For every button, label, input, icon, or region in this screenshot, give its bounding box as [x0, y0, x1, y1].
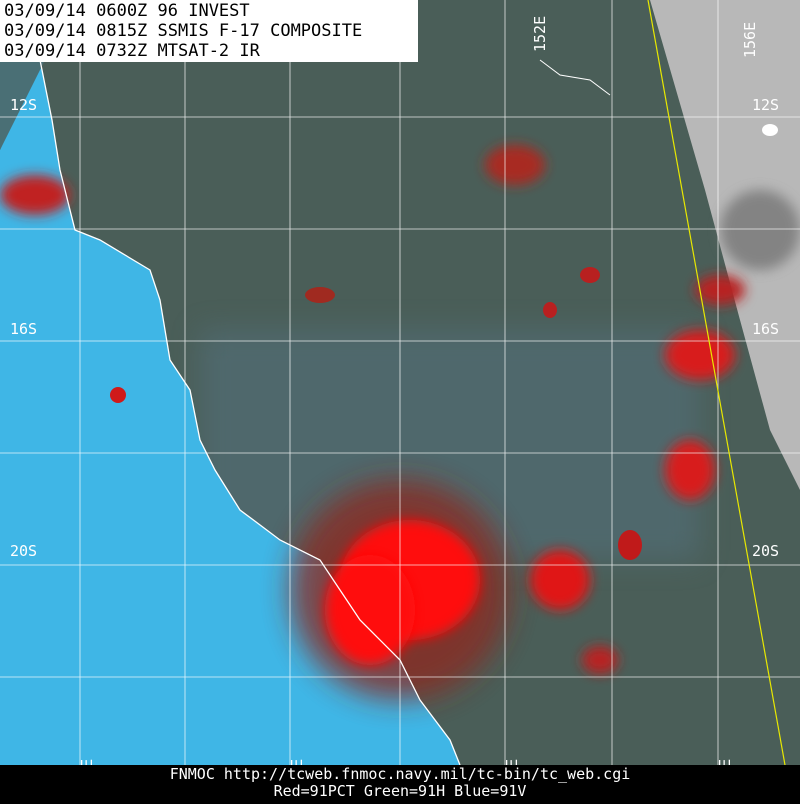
lat-label: 20S [752, 542, 779, 560]
lon-label: 152E [531, 16, 549, 52]
convection-core [325, 555, 415, 665]
lat-label: 20S [10, 542, 37, 560]
land-area [0, 60, 460, 765]
convection-core [110, 387, 126, 403]
lat-label: 12S [752, 96, 779, 114]
header-line: 03/09/14 0600Z 96 INVEST [4, 1, 250, 21]
convection-core [665, 330, 735, 380]
footer-line: Red=91PCT Green=91H Blue=91V [274, 782, 527, 800]
convection-core [530, 550, 590, 610]
coastline [39, 59, 461, 766]
footer-bar [0, 765, 800, 800]
convection-core [695, 275, 745, 305]
lat-label: 16S [752, 320, 779, 338]
convection-core [580, 267, 600, 283]
convection-core [305, 287, 335, 303]
header-line: 03/09/14 0732Z MTSAT-2 IR [4, 41, 261, 61]
swath-edge [647, 0, 786, 766]
lon-label: 156E [741, 22, 759, 58]
convection-core [485, 145, 545, 185]
convection-core [618, 530, 642, 560]
convection-core [665, 440, 715, 500]
ir-cloud [762, 124, 778, 136]
island-coastline [539, 59, 611, 96]
lat-label: 16S [10, 320, 37, 338]
lat-label: 12S [10, 96, 37, 114]
ir-cloud [720, 190, 800, 270]
graticule [0, 0, 800, 765]
header-box [0, 0, 418, 62]
convection-core [0, 175, 70, 215]
convection [0, 145, 745, 700]
footer-line: FNMOC http://tcweb.fnmoc.navy.mil/tc-bin… [170, 765, 631, 783]
convection-core [582, 646, 618, 674]
convection-core [543, 302, 557, 318]
header-line: 03/09/14 0815Z SSMIS F-17 COMPOSITE [4, 21, 362, 41]
